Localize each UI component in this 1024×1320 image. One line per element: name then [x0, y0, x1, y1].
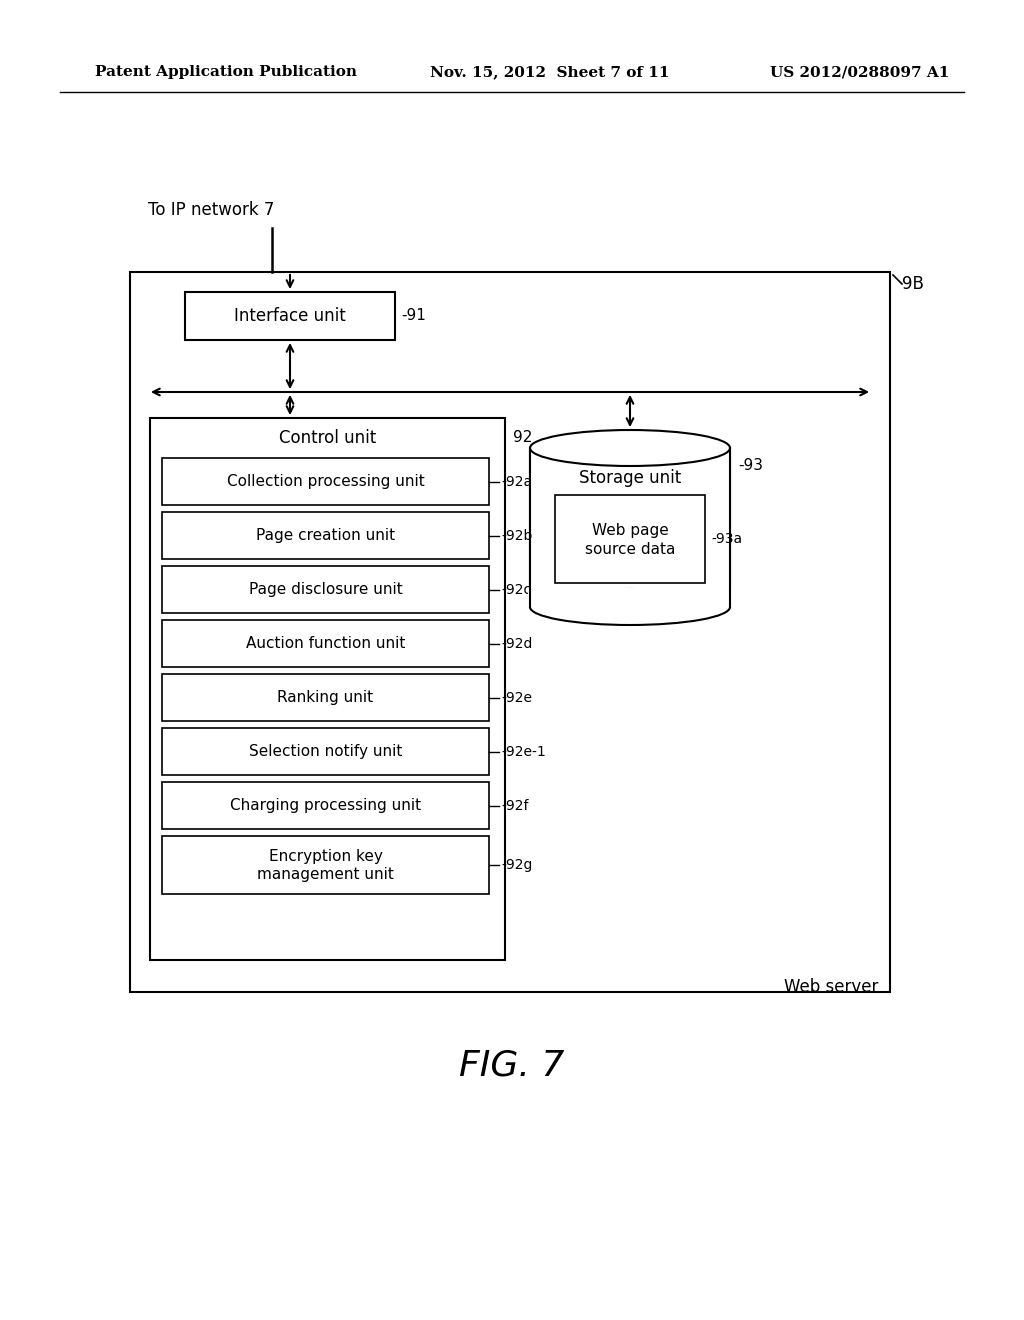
Bar	[162, 620, 489, 667]
Text: Auction function unit: Auction function unit	[246, 636, 406, 651]
Bar	[185, 292, 395, 341]
Text: source data: source data	[585, 541, 675, 557]
Text: -92e: -92e	[501, 690, 532, 705]
Text: -91: -91	[401, 309, 426, 323]
Bar	[162, 566, 489, 612]
Bar	[555, 495, 705, 583]
Text: 92: 92	[513, 430, 532, 446]
Bar	[530, 447, 730, 607]
Text: -92d: -92d	[501, 636, 532, 651]
Text: Patent Application Publication: Patent Application Publication	[95, 65, 357, 79]
Text: Ranking unit: Ranking unit	[278, 690, 374, 705]
Text: Page creation unit: Page creation unit	[256, 528, 395, 543]
Bar	[150, 418, 505, 960]
Bar	[162, 512, 489, 558]
Text: US 2012/0288097 A1: US 2012/0288097 A1	[770, 65, 949, 79]
Text: -92c: -92c	[501, 582, 531, 597]
Text: Encryption key: Encryption key	[268, 850, 382, 865]
Bar	[162, 729, 489, 775]
Text: Nov. 15, 2012  Sheet 7 of 11: Nov. 15, 2012 Sheet 7 of 11	[430, 65, 670, 79]
Bar	[162, 675, 489, 721]
Text: FIG. 7: FIG. 7	[460, 1048, 564, 1082]
Text: Control unit: Control unit	[279, 429, 376, 447]
Text: -93a: -93a	[711, 532, 742, 546]
Text: Storage unit: Storage unit	[579, 469, 681, 487]
Text: Page disclosure unit: Page disclosure unit	[249, 582, 402, 597]
Text: Selection notify unit: Selection notify unit	[249, 744, 402, 759]
Text: -92e-1: -92e-1	[501, 744, 546, 759]
Text: -92b: -92b	[501, 528, 532, 543]
Text: -92a: -92a	[501, 474, 532, 488]
Bar	[528, 587, 732, 607]
Text: management unit: management unit	[257, 867, 394, 883]
Text: Web server: Web server	[783, 978, 878, 997]
Ellipse shape	[530, 589, 730, 624]
Text: -92f: -92f	[501, 799, 528, 813]
Text: Charging processing unit: Charging processing unit	[230, 799, 421, 813]
Text: To IP network 7: To IP network 7	[148, 201, 274, 219]
Bar	[162, 781, 489, 829]
Text: 9B: 9B	[902, 275, 924, 293]
Text: Web page: Web page	[592, 523, 669, 537]
Text: Collection processing unit: Collection processing unit	[226, 474, 424, 488]
Ellipse shape	[530, 430, 730, 466]
Bar	[130, 272, 890, 993]
Bar	[162, 836, 489, 894]
Text: Interface unit: Interface unit	[234, 308, 346, 325]
Text: -92g: -92g	[501, 858, 532, 873]
Bar	[162, 458, 489, 506]
Text: -93: -93	[738, 458, 763, 473]
